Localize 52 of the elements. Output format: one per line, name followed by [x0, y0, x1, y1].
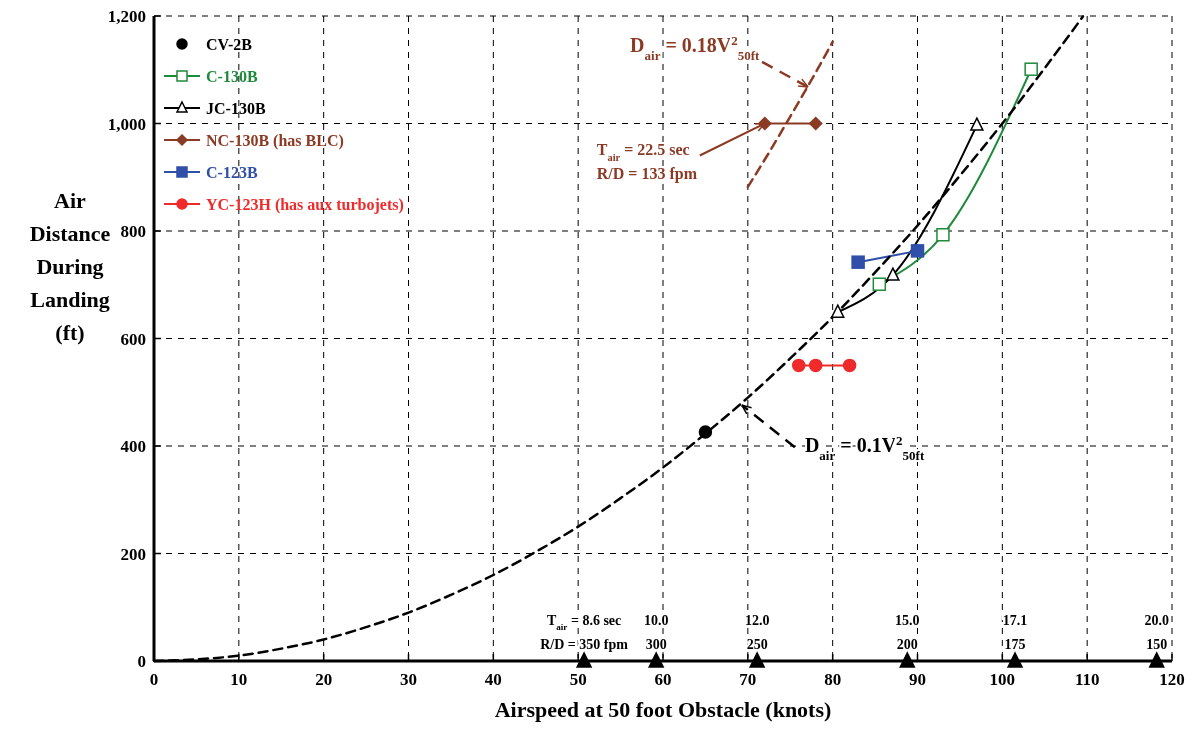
point [1024, 62, 1038, 76]
point [1007, 652, 1023, 668]
legend-label: CV-2B [206, 36, 253, 53]
x-tick-label: 90 [909, 670, 926, 689]
point [648, 652, 664, 668]
point [936, 228, 950, 242]
y-tick-label: 0 [137, 652, 146, 671]
point [842, 358, 857, 373]
x-tick-label: 110 [1074, 670, 1100, 689]
x-tick-label: 0 [149, 670, 159, 689]
point [886, 267, 900, 281]
annotation: T$_{air}$ = 22.5 sec R/D = 133 fpm [596, 140, 698, 183]
x-tick-label: 10 [230, 670, 248, 689]
point [831, 304, 845, 318]
y-axis-title: Air Distance During Landing (ft) [29, 188, 111, 345]
legend-label: JC-130B [206, 100, 266, 117]
legend-label: C-123B [206, 164, 258, 181]
point [851, 255, 865, 269]
annotation: 10.0 300 [643, 613, 669, 652]
y-tick-label: 600 [120, 329, 146, 349]
annotation: 20.0 150 [1144, 613, 1169, 652]
y-tick-label: 200 [120, 544, 146, 564]
annotation: 17.1 175 [1002, 613, 1028, 652]
legend-label: NC-130B (has BLC) [206, 132, 344, 150]
point [576, 652, 592, 668]
x-tick-label: 40 [484, 670, 502, 689]
x-tick-label: 20 [315, 670, 333, 689]
x-tick-label: 50 [569, 670, 587, 689]
point [749, 652, 765, 668]
point [872, 277, 887, 291]
x-tick-label: 30 [400, 670, 417, 689]
y-tick-label: 1,200 [107, 7, 146, 26]
point [910, 244, 925, 258]
point [970, 117, 984, 131]
x-tick-label: 70 [739, 670, 757, 689]
y-tick-label: 400 [120, 437, 146, 456]
annotation: 12.0 250 [744, 613, 770, 652]
point [791, 358, 806, 373]
point [808, 358, 823, 373]
legend-label: C-130B [206, 68, 258, 85]
point [808, 116, 823, 131]
point [1148, 652, 1165, 668]
point [698, 425, 713, 439]
x-tick-label: 80 [824, 670, 842, 689]
y-tick-label: 800 [120, 222, 146, 241]
legend-label: YC-123H (has aux turbojets) [206, 196, 404, 214]
x-tick-label: 100 [989, 670, 1016, 689]
x-tick-label: 120 [1159, 670, 1185, 689]
x-axis-title: Airspeed at 50 foot Obstacle (knots) [494, 697, 832, 722]
x-tick-label: 60 [654, 670, 672, 689]
y-tick-label: 1,000 [107, 114, 146, 134]
point [899, 652, 916, 668]
